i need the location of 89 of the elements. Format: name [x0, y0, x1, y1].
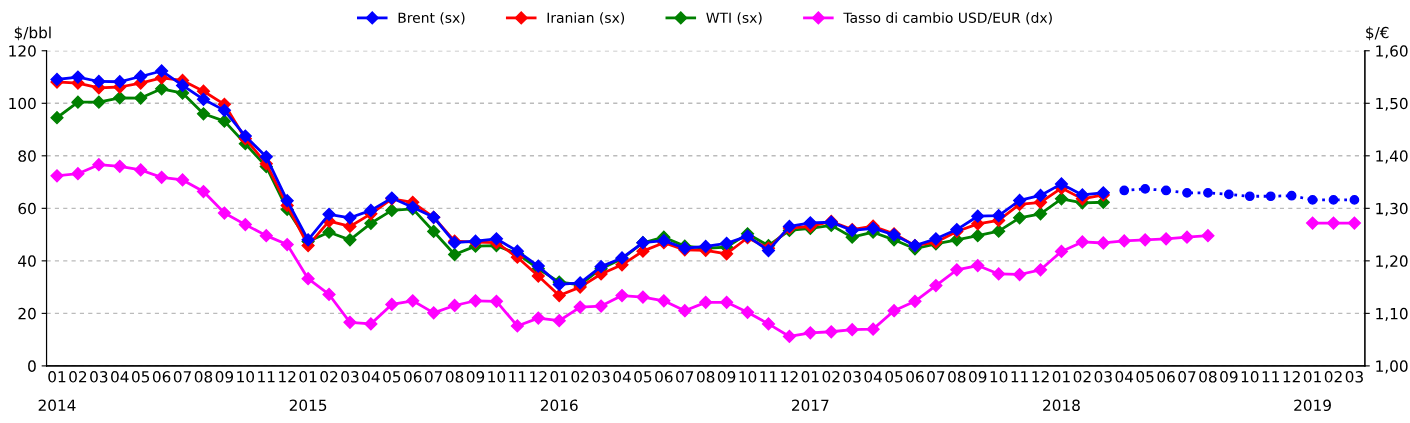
x-tick-label: 03 [592, 371, 610, 383]
x-tick-label: 07 [676, 371, 694, 383]
x-tick-label: 11 [760, 371, 777, 383]
x-tick-label: 04 [362, 371, 380, 383]
y2-axis-title: $/€ [1366, 26, 1389, 41]
x-tick-label: 07 [927, 371, 945, 383]
x-tick-label: 09 [1220, 371, 1238, 383]
x-tick-label: 02 [822, 371, 840, 383]
y-tick-label: 60 [18, 202, 36, 215]
x-tick-label: 03 [843, 371, 861, 383]
text: 2018 [1043, 399, 1080, 412]
x-tick-label: 09 [969, 371, 987, 383]
x-tick-label: 04 [613, 371, 631, 383]
x-tick-label: 07 [1178, 371, 1196, 383]
x-tick-label: 03 [341, 371, 359, 383]
y-tick-label: 120 [9, 45, 36, 57]
x-tick-label: 06 [655, 371, 673, 383]
y2-tick-label: 1,50 [1376, 97, 1408, 111]
legend-label: Iranian (sx) [547, 12, 625, 25]
x-tick-label: 10 [1241, 371, 1259, 383]
x-tick-label: 02 [571, 371, 589, 383]
y2-tick-label: 1,30 [1376, 202, 1408, 216]
x-tick-label: 10 [488, 371, 506, 383]
x-tick-label: 05 [885, 371, 903, 383]
x-tick-label: 08 [194, 371, 213, 383]
x-tick-label: 02 [1073, 371, 1091, 383]
x-tick-label: 11 [1011, 371, 1028, 383]
x-tick-label: 12 [781, 371, 798, 383]
y-tick-label: 100 [9, 97, 36, 110]
y2-tick-label: 1,60 [1376, 45, 1408, 59]
text: 2019 [1294, 399, 1331, 412]
y2-tick-label: 1,20 [1376, 255, 1408, 269]
text: 2015 [289, 399, 327, 412]
x-tick-label: 08 [948, 371, 966, 383]
x-tick-label: 04 [1115, 371, 1134, 383]
y2-tick-label: 1,00 [1376, 360, 1408, 374]
x-tick-label: 01 [1303, 371, 1321, 383]
x-tick-label: 05 [1136, 371, 1154, 383]
legend-label: Brent (sx) [398, 12, 465, 25]
x-tick-label: 08 [445, 371, 464, 383]
text: 2017 [792, 399, 829, 412]
x-tick-label: 01 [801, 371, 819, 383]
x-tick-label: 01 [299, 371, 317, 383]
legend-label: WTI (sx) [706, 12, 762, 25]
x-tick-label: 02 [320, 371, 338, 383]
x-tick-label: 06 [152, 371, 171, 383]
x-tick-label: 12 [1283, 371, 1300, 383]
x-tick-label: 06 [1157, 371, 1175, 383]
x-tick-label: 05 [383, 371, 401, 383]
x-tick-label: 11 [258, 371, 275, 383]
x-tick-label: 03 [1094, 371, 1112, 383]
x-tick-label: 08 [696, 371, 715, 383]
x-tick-label: 01 [1052, 371, 1070, 383]
x-tick-label: 07 [424, 371, 443, 383]
x-tick-label: 12 [530, 371, 547, 383]
x-tick-label: 09 [466, 371, 485, 383]
x-tick-label: 01 [48, 371, 66, 383]
x-tick-label: 07 [173, 371, 191, 383]
x-tick-label: 08 [1199, 371, 1217, 383]
x-tick-label: 02 [1324, 371, 1342, 383]
x-tick-label: 10 [739, 371, 757, 383]
x-tick-label: 04 [864, 371, 882, 383]
x-tick-label: 12 [279, 371, 296, 383]
x-tick-label: 04 [111, 371, 129, 383]
text: 2014 [38, 399, 76, 412]
x-tick-label: 12 [1032, 371, 1049, 383]
legend-label: Tasso di cambio USD/EUR (dx) [843, 12, 1052, 25]
y-tick-label: 20 [18, 307, 36, 320]
y-tick-label: 80 [18, 150, 36, 162]
x-tick-label: 06 [906, 371, 924, 383]
y-axis-title: $/bbl [14, 26, 51, 41]
y-tick-label: 40 [18, 255, 36, 267]
text: 2016 [540, 399, 578, 412]
x-tick-label: 11 [1262, 371, 1280, 383]
x-tick-label: 03 [90, 371, 108, 383]
x-tick-label: 01 [550, 371, 568, 383]
x-tick-label: 09 [215, 371, 234, 383]
x-tick-label: 10 [237, 371, 255, 383]
x-tick-label: 09 [717, 371, 736, 383]
x-tick-label: 06 [404, 371, 422, 383]
x-tick-label: 10 [990, 371, 1008, 383]
y2-tick-label: 1,40 [1376, 150, 1408, 164]
x-tick-label: 03 [1345, 371, 1363, 383]
x-tick-label: 11 [509, 371, 526, 383]
x-tick-label: 02 [69, 371, 87, 383]
x-tick-label: 05 [634, 371, 652, 383]
x-tick-label: 05 [131, 371, 150, 383]
y2-tick-label: 1,10 [1376, 307, 1408, 321]
y-tick-label: 0 [28, 360, 36, 372]
